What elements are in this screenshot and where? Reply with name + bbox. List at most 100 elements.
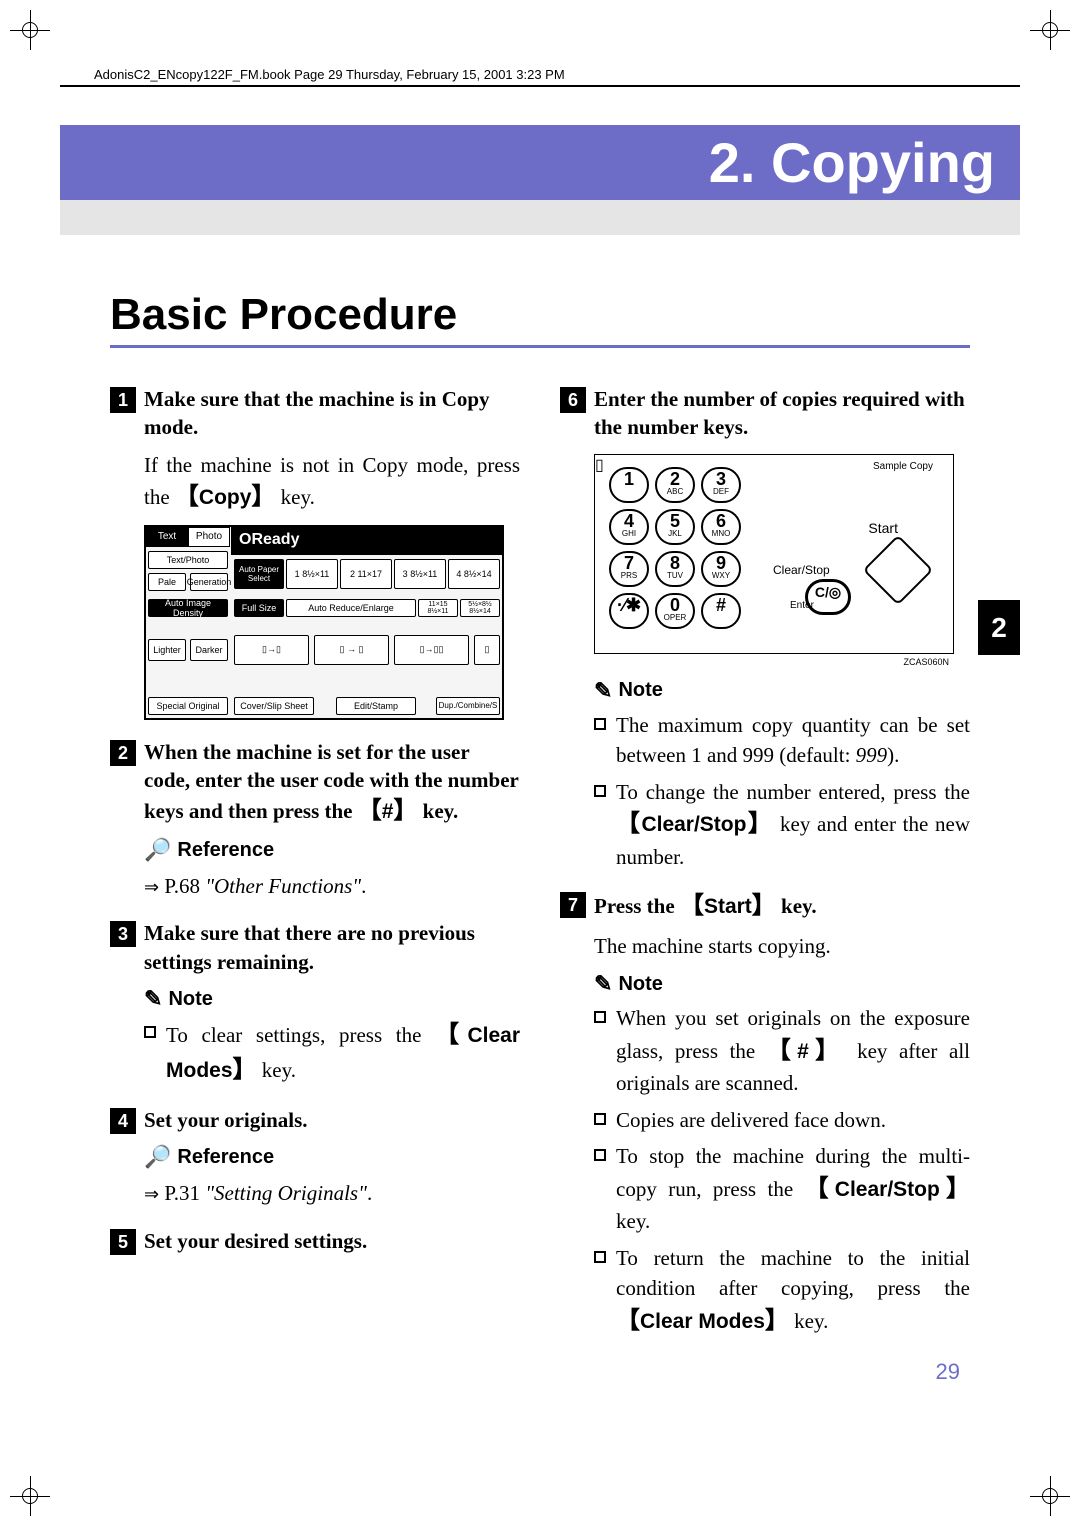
step-4: 4 Set your originals. 🔎 Reference ⇒ P.31… [110, 1106, 520, 1209]
key-2: 2ABC [655, 467, 695, 503]
page-frame: AdonisC2_ENcopy122F_FM.book Page 29 Thur… [60, 55, 1020, 1455]
note-label: Note [168, 988, 212, 1011]
registration-mark-br [1030, 1476, 1070, 1516]
shot-tab-photo: Photo [188, 527, 230, 547]
step-7-bullet-2: Copies are delivered face down. [594, 1105, 970, 1135]
key-hash: # [701, 593, 741, 629]
sample-copy-label: Sample Copy [873, 461, 933, 472]
key-9: 9WXY [701, 551, 741, 587]
shot-p2: 2 11×17 [340, 559, 392, 589]
reference-label: Reference [177, 839, 274, 862]
shot-generation: Generation [190, 573, 228, 591]
step-4-reference: ⇒ P.31 "Setting Originals". [144, 1178, 520, 1208]
shot-cover: Cover/Slip Sheet [234, 697, 314, 715]
bullet-icon [594, 1011, 606, 1023]
note-icon: ✎ [594, 678, 612, 704]
shot-orient1: ▯→▯ [234, 635, 309, 665]
step-number-4: 4 [110, 1108, 136, 1134]
bullet-icon [144, 1026, 156, 1038]
key-star: ·⁄✱ [609, 593, 649, 629]
shot-p1: 1 8½×11 [286, 559, 338, 589]
shot-lighter: Lighter [148, 639, 186, 661]
key-3: 3DEF [701, 467, 741, 503]
step-7-body: The machine starts copying. [594, 931, 970, 961]
registration-mark-tr [1030, 10, 1070, 50]
shot-textphoto: Text/Photo [148, 551, 228, 569]
shot-autopaper: Auto Paper Select [234, 559, 284, 589]
step-6-text: Enter the number of copies required with… [594, 385, 970, 442]
key-8: 8TUV [655, 551, 695, 587]
shot-fullsize: Full Size [234, 599, 284, 617]
shot-p4: 4 8½×14 [448, 559, 500, 589]
shot-orient4: ▯ [474, 635, 500, 665]
step-3: 3 Make sure that there are no previous s… [110, 919, 520, 1087]
figure-id: ZCAS060N [903, 657, 949, 667]
section-title: Basic Procedure [110, 290, 457, 340]
bullet-icon [594, 785, 606, 797]
step-1-body: If the machine is not in Copy mode, pres… [144, 450, 520, 515]
step-5-text: Set your desired settings. [144, 1227, 367, 1255]
shot-pale: Pale [148, 573, 186, 591]
bullet-icon [594, 1149, 606, 1161]
shot-tab-text: Text [146, 527, 188, 547]
shot-dup: Dup./Combine/S [436, 697, 500, 715]
key-4: 4GHI [609, 509, 649, 545]
shot-orient2: ▯ → ▯ [314, 635, 389, 665]
shot-p6: 5½×8½8½×14 [460, 599, 500, 617]
step-number-3: 3 [110, 921, 136, 947]
shot-edit: Edit/Stamp [336, 697, 416, 715]
step-2-reference: ⇒ P.68 "Other Functions". [144, 871, 520, 901]
step-3-note-head: ✎ Note [144, 986, 520, 1012]
clear-stop-label: Clear/Stop [773, 563, 830, 577]
start-diamond [863, 534, 934, 605]
bullet-icon [594, 718, 606, 730]
step-4-reference-head: 🔎 Reference [144, 1144, 520, 1170]
registration-mark-tl [10, 10, 50, 50]
chapter-title: 2. Copying [709, 125, 995, 200]
shot-ready: OReady [231, 527, 502, 555]
step-3-text: Make sure that there are no previous set… [144, 919, 520, 976]
step-number-6: 6 [560, 387, 586, 413]
step-2-text: When the machine is set for the user cod… [144, 738, 520, 827]
step-3-note-bullet: To clear settings, press the 【Clear Mode… [144, 1018, 520, 1088]
step-4-text: Set your originals. [144, 1106, 308, 1134]
step-1: 1 Make sure that the machine is in Copy … [110, 385, 520, 720]
shot-p5: 11×158½×11 [418, 599, 458, 617]
step-7: 7 Press the 【Start】 key. The machine sta… [560, 890, 970, 1338]
keypad-figure: Sample Copy ▯ 1 2ABC 3DEF 4GHI 5JKL 6MNO… [594, 454, 954, 654]
step-6: 6 Enter the number of copies required wi… [560, 385, 970, 872]
key-0: 0OPER [655, 593, 695, 629]
reference-icon: 🔎 [144, 1144, 171, 1170]
shot-p3: 3 8½×11 [394, 559, 446, 589]
chapter-side-tab: 2 [978, 600, 1020, 655]
right-column: 6 Enter the number of copies required wi… [560, 385, 970, 1357]
step-6-note-head: ✎ Note [594, 678, 970, 704]
shot-darker: Darker [190, 639, 228, 661]
shot-autodensity: Auto Image Density [148, 599, 228, 617]
step-7-note-head: ✎ Note [594, 971, 970, 997]
reference-label: Reference [177, 1146, 274, 1169]
step-number-1: 1 [110, 387, 136, 413]
step-2: 2 When the machine is set for the user c… [110, 738, 520, 902]
key-6: 6MNO [701, 509, 741, 545]
page-number: 29 [936, 1359, 960, 1385]
step-7-text: Press the 【Start】 key. [594, 890, 817, 922]
step-7-bullet-1: When you set originals on the exposure g… [594, 1003, 970, 1099]
bullet-icon [594, 1113, 606, 1125]
step-number-5: 5 [110, 1229, 136, 1255]
copy-mode-screenshot: Text Photo OReady Text/Photo Pale Genera… [144, 525, 504, 720]
step-5: 5 Set your desired settings. [110, 1227, 520, 1255]
bullet-icon [594, 1251, 606, 1263]
key-5: 5JKL [655, 509, 695, 545]
registration-mark-bl [10, 1476, 50, 1516]
enter-label: Enter [790, 600, 814, 611]
section-underline [110, 345, 970, 348]
step-2-reference-head: 🔎 Reference [144, 837, 520, 863]
key-7: 7PRS [609, 551, 649, 587]
step-6-bullet-2: To change the number entered, press the … [594, 777, 970, 873]
step-1-text: Make sure that the machine is in Copy mo… [144, 385, 520, 442]
note-icon: ✎ [144, 986, 162, 1012]
chapter-banner: 2. Copying [60, 125, 1020, 245]
step-7-bullet-4: To return the machine to the initial con… [594, 1243, 970, 1339]
note-label: Note [618, 973, 662, 996]
